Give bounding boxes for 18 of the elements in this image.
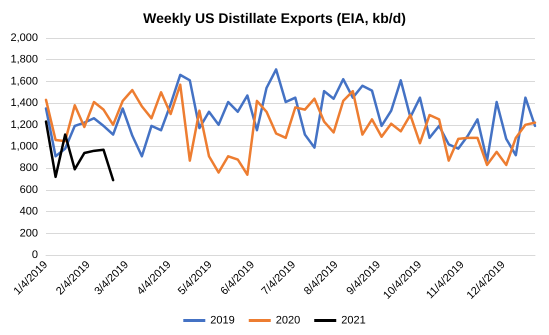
y-tick-label: 1,800 <box>10 54 38 66</box>
line-series <box>44 68 536 162</box>
line-series <box>44 120 114 182</box>
y-tick-label: 1,600 <box>10 75 38 88</box>
line-series <box>44 83 536 176</box>
legend-label: 2021 <box>341 314 366 326</box>
y-tick-label: 1,400 <box>10 97 38 110</box>
y-tick-label: 1,000 <box>10 140 38 152</box>
y-tick-label: 1,200 <box>10 118 38 131</box>
y-tick-label: 600 <box>20 184 38 196</box>
legend-label: 2019 <box>210 314 235 326</box>
y-tick-label: 400 <box>20 206 38 218</box>
chart-title: Weekly US Distillate Exports (EIA, kb/d) <box>143 10 406 26</box>
y-tick-label: 800 <box>20 162 38 174</box>
y-tick-label: 0 <box>32 249 38 261</box>
y-tick-label: 200 <box>20 227 38 240</box>
y-tick-label: 2,000 <box>10 32 38 44</box>
legend-label: 2020 <box>276 314 300 326</box>
